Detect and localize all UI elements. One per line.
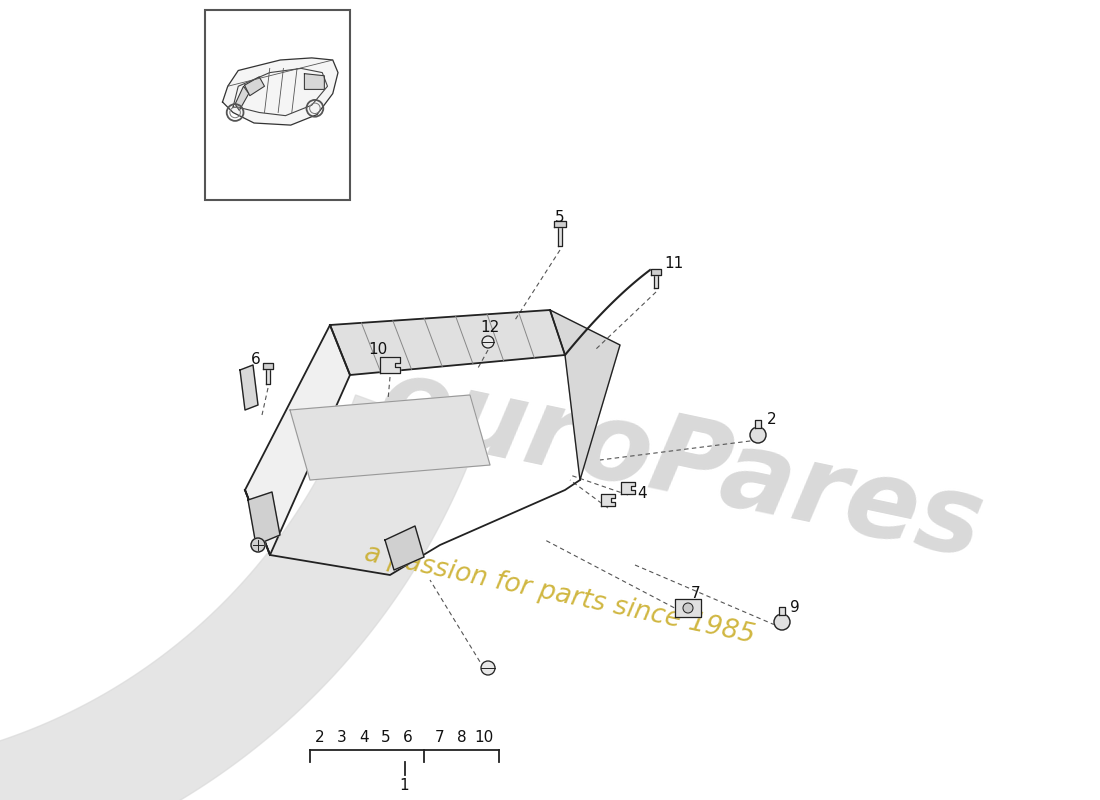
Text: 7: 7 <box>436 730 444 745</box>
Text: 6: 6 <box>251 353 261 367</box>
Circle shape <box>482 336 494 348</box>
Text: 12: 12 <box>481 321 499 335</box>
Circle shape <box>774 614 790 630</box>
Text: 7: 7 <box>691 586 701 601</box>
Text: 4: 4 <box>360 730 368 745</box>
Polygon shape <box>290 395 490 480</box>
Circle shape <box>251 538 265 552</box>
Circle shape <box>481 661 495 675</box>
Bar <box>263 363 273 369</box>
Bar <box>558 224 562 246</box>
Polygon shape <box>244 77 264 96</box>
Bar <box>654 272 658 288</box>
Bar <box>266 366 270 384</box>
Text: 5: 5 <box>382 730 390 745</box>
Circle shape <box>683 603 693 613</box>
Bar <box>779 607 785 615</box>
Text: 11: 11 <box>664 255 683 270</box>
Polygon shape <box>222 58 338 125</box>
Polygon shape <box>385 526 424 570</box>
Polygon shape <box>621 482 635 494</box>
Text: 10: 10 <box>368 342 387 358</box>
Text: 3: 3 <box>337 730 346 745</box>
Text: 1: 1 <box>399 778 409 793</box>
Text: a passion for parts since 1985: a passion for parts since 1985 <box>363 541 758 649</box>
Text: 2: 2 <box>767 413 777 427</box>
Polygon shape <box>550 310 620 480</box>
Polygon shape <box>248 492 280 545</box>
Bar <box>651 269 661 275</box>
Text: 9: 9 <box>790 601 800 615</box>
Polygon shape <box>0 395 477 800</box>
Bar <box>755 420 761 428</box>
Text: 4: 4 <box>637 486 647 502</box>
Circle shape <box>750 427 766 443</box>
Polygon shape <box>330 310 565 375</box>
Polygon shape <box>305 74 324 90</box>
Polygon shape <box>240 365 258 410</box>
Bar <box>675 599 701 617</box>
Polygon shape <box>601 494 615 506</box>
Text: euroPares: euroPares <box>367 349 992 581</box>
Text: 8: 8 <box>458 730 466 745</box>
Text: 5: 5 <box>556 210 564 225</box>
Polygon shape <box>379 357 400 373</box>
Polygon shape <box>235 86 249 110</box>
Text: 10: 10 <box>474 730 494 745</box>
Text: 2: 2 <box>316 730 324 745</box>
Polygon shape <box>245 325 350 555</box>
Bar <box>554 221 566 227</box>
Text: 6: 6 <box>403 730 412 745</box>
Bar <box>205 10 350 200</box>
